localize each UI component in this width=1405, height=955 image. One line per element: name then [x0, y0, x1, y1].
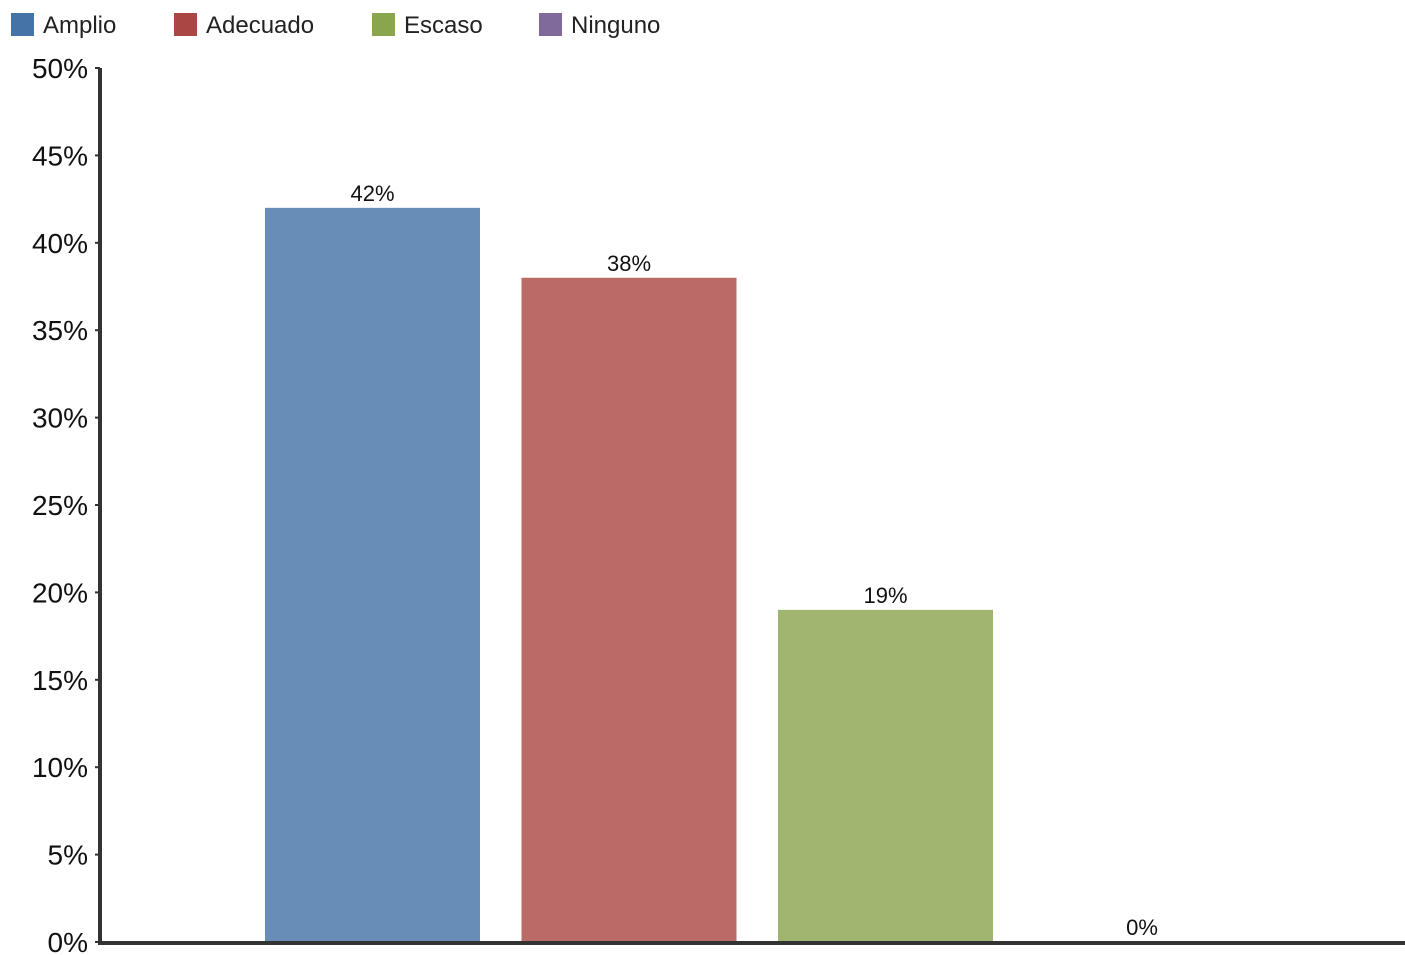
y-tick-label: 35% — [32, 315, 88, 346]
y-tick-label: 50% — [32, 53, 88, 84]
legend-label: Amplio — [43, 12, 116, 39]
bar-value-label: 0% — [1126, 915, 1158, 940]
bar-value-label: 38% — [607, 251, 651, 276]
y-tick-label: 30% — [32, 403, 88, 434]
legend-swatch — [174, 13, 197, 36]
y-tick-label: 0% — [48, 927, 88, 955]
legend-swatch — [11, 13, 34, 36]
legend-item-ninguno[interactable]: Ninguno — [539, 12, 660, 39]
legend-swatch — [539, 13, 562, 36]
y-tick-label: 20% — [32, 577, 88, 608]
bar-value-label: 19% — [863, 583, 907, 608]
bar-escaso[interactable] — [778, 609, 993, 942]
y-axis: 0% 5% 10% 15% 20% 25% 30% 35% 40% 45% 50% — [32, 53, 102, 955]
legend-item-escaso[interactable]: Escaso — [372, 12, 483, 39]
legend-swatch — [372, 13, 395, 36]
legend-item-adecuado[interactable]: Adecuado — [174, 12, 314, 39]
y-tick-label: 10% — [32, 752, 88, 783]
chart-legend: Amplio Adecuado Escaso Ninguno — [11, 12, 660, 39]
y-tick-label: 15% — [32, 665, 88, 696]
legend-label: Ninguno — [571, 12, 660, 39]
y-tick-label: 40% — [32, 228, 88, 259]
bars-group: 42% 38% 19% 0% — [265, 181, 1158, 943]
y-tick-label: 45% — [32, 140, 88, 171]
legend-item-amplio[interactable]: Amplio — [11, 12, 116, 39]
legend-label: Adecuado — [206, 12, 314, 39]
bar-value-label: 42% — [350, 181, 394, 206]
y-tick-label: 25% — [32, 490, 88, 521]
legend-label: Escaso — [404, 12, 483, 39]
bar-adecuado[interactable] — [521, 277, 737, 942]
bar-amplio[interactable] — [265, 207, 480, 943]
y-tick-label: 5% — [48, 840, 88, 871]
